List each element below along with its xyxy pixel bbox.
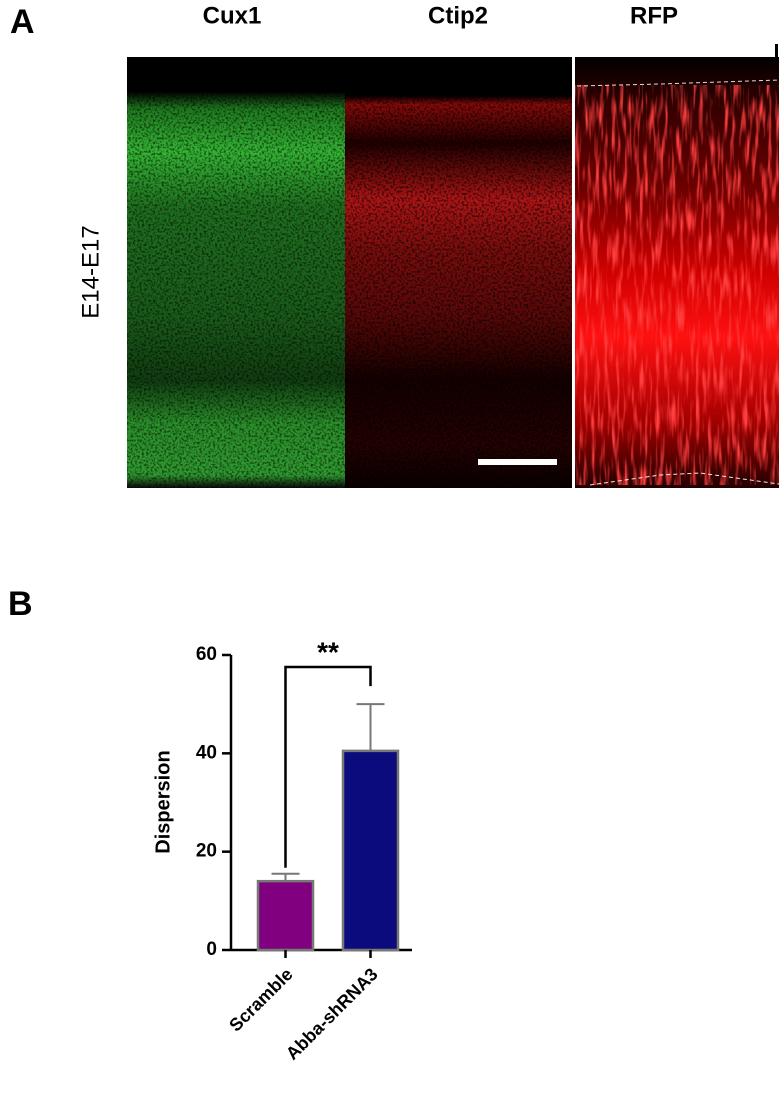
tick xyxy=(775,44,778,58)
texture xyxy=(345,57,572,488)
y-tick-label: 20 xyxy=(196,841,217,862)
column-title: Ctip2 xyxy=(428,2,488,29)
x-tick-label: Abba-shRNA3 xyxy=(282,964,382,1064)
bar xyxy=(256,879,315,952)
bar xyxy=(341,749,400,952)
scale-bar xyxy=(478,459,557,465)
significance-label: ** xyxy=(317,636,339,667)
y-tick-label: 60 xyxy=(196,644,217,665)
column-title: Cux1 xyxy=(203,2,262,29)
divider xyxy=(572,57,575,488)
texture xyxy=(127,57,345,488)
boundary xyxy=(576,79,780,87)
panel-label: A xyxy=(10,3,35,41)
boundary xyxy=(589,472,780,486)
y-tick-label: 40 xyxy=(196,742,217,763)
texture xyxy=(575,85,779,485)
panel-label: B xyxy=(8,585,33,623)
micrographs xyxy=(127,44,780,488)
row-label: E14-E17 xyxy=(77,225,104,318)
significance-bracket xyxy=(284,665,372,868)
y-axis-title: Dispersion xyxy=(152,750,174,853)
y-tick-label: 0 xyxy=(206,939,217,960)
column-title: RFP xyxy=(630,2,678,29)
x-tick-label: Scramble xyxy=(225,964,296,1035)
